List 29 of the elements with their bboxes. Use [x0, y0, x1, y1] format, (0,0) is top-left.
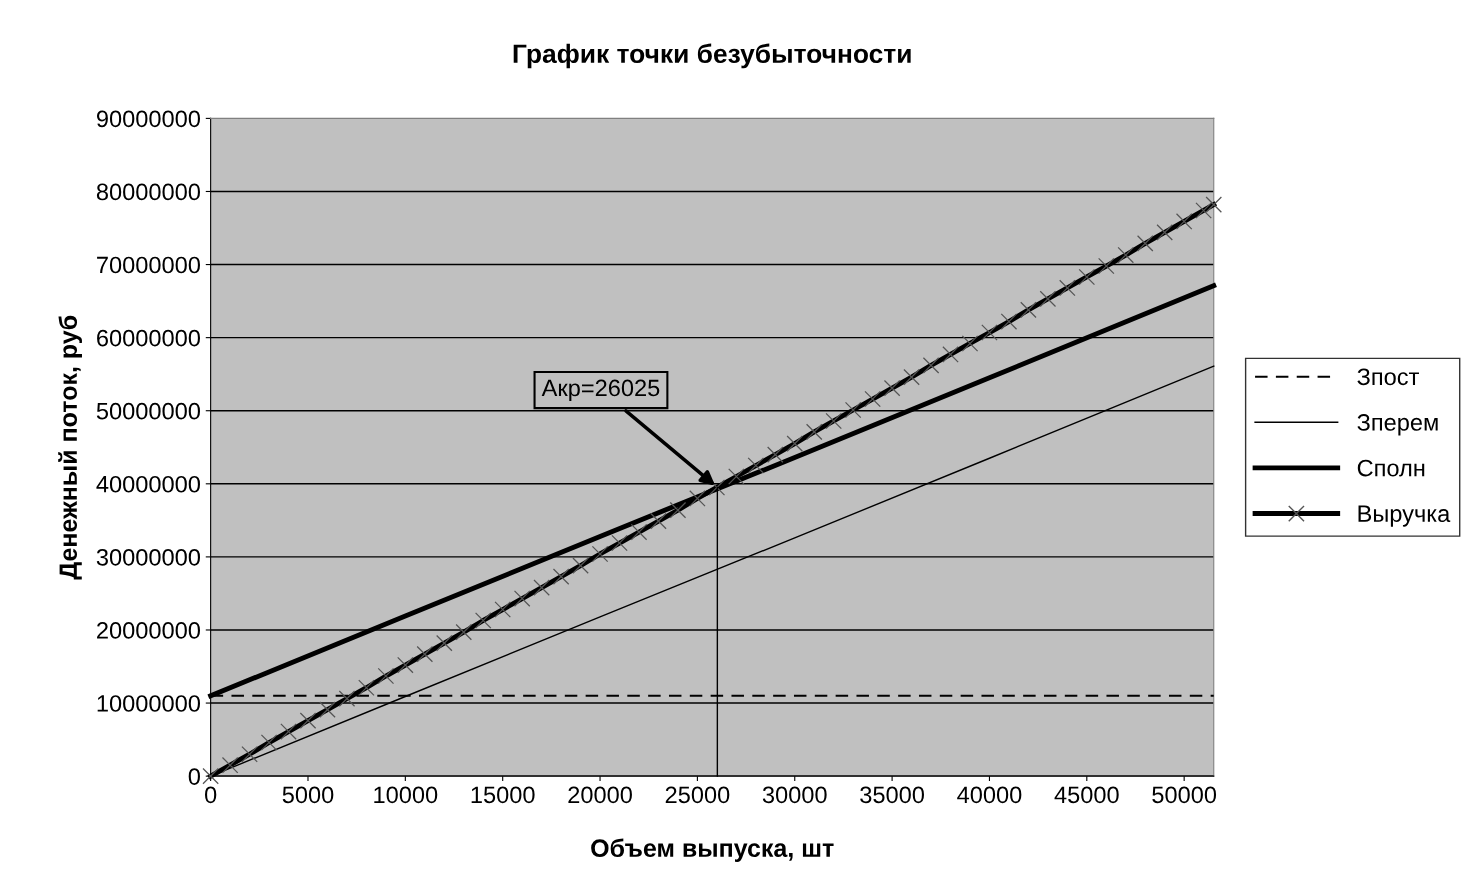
legend-label: Зперем — [1357, 414, 1438, 436]
y-tick-label: 20000000 — [97, 622, 200, 639]
legend-label: Выручка — [1358, 505, 1451, 527]
x-tick-label: 0 — [205, 786, 217, 804]
legend-label: Сполн — [1357, 459, 1425, 477]
y-tick-label: 80000000 — [96, 183, 200, 201]
x-tick-label: 30000 — [762, 786, 827, 804]
y-tick-label: 90000000 — [96, 110, 200, 128]
y-tick-label: 10000000 — [97, 695, 200, 712]
x-axis-title: Объем выпуска, шт — [591, 838, 834, 862]
y-tick-label: 30000000 — [96, 548, 200, 566]
x-tick-label: 45000 — [1054, 786, 1119, 804]
x-tick-label: 50000 — [1152, 786, 1217, 804]
x-tick-label: 35000 — [860, 786, 925, 804]
x-tick-label: 15000 — [471, 786, 535, 804]
y-axis-title: Денежный поток, руб — [58, 315, 82, 580]
y-tick-label: 70000000 — [97, 256, 200, 274]
x-tick-label: 10000 — [374, 786, 438, 804]
chart-title: График точки безубыточности — [513, 43, 911, 69]
x-tick-label: 20000 — [568, 786, 632, 804]
x-tick-label: 25000 — [665, 786, 730, 804]
y-tick-label: 0 — [188, 768, 200, 785]
y-tick-label: 40000000 — [96, 475, 200, 493]
y-tick-label: 50000000 — [96, 402, 200, 420]
y-tick-label: 60000000 — [97, 329, 200, 347]
x-tick-label: 40000 — [957, 786, 1022, 804]
annotation: Акр=26025 — [541, 379, 660, 402]
legend-label: Зпост — [1357, 368, 1419, 386]
x-tick-label: 5000 — [282, 786, 334, 804]
